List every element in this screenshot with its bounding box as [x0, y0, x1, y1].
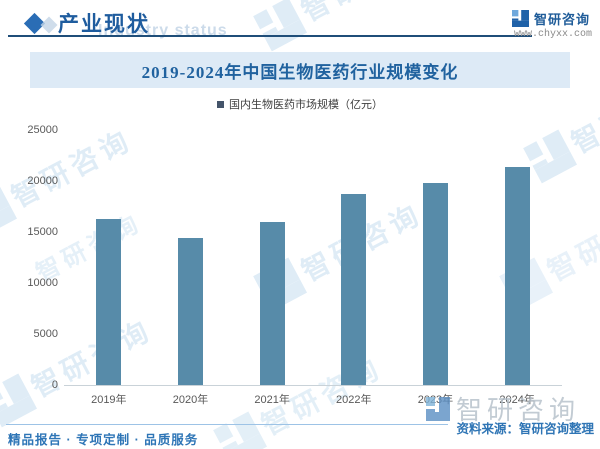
- brand-name: 智研咨询: [533, 12, 590, 27]
- brand-logo-icon: [511, 10, 529, 27]
- y-tick-label: 15000: [27, 226, 58, 238]
- bar-slot: [395, 130, 476, 385]
- bar-slot: [477, 130, 558, 385]
- footer-divider: [6, 424, 448, 425]
- y-tick-label: 20000: [27, 175, 58, 187]
- bar-2024年: [504, 166, 530, 385]
- y-tick-label: 0: [51, 379, 58, 391]
- watermark-text: 智研咨询: [294, 0, 429, 30]
- x-tick-label: 2021年: [254, 394, 290, 406]
- brand-logo-icon: [213, 411, 268, 449]
- x-tick-label: 2019年: [91, 394, 127, 406]
- bar-2023年: [422, 183, 448, 385]
- y-tick-label: 25000: [27, 124, 58, 136]
- header-divider: [8, 35, 532, 37]
- bar-2020年: [177, 238, 203, 385]
- bar-plot-area: [68, 130, 558, 385]
- chart-title: 2019-2024年中国生物医药行业规模变化: [141, 62, 459, 82]
- x-tick-label: 2024年: [499, 394, 535, 406]
- footer-services-text: 精品报告 · 专项定制 · 品质服务: [8, 433, 199, 447]
- y-tick-label: 10000: [27, 277, 58, 289]
- x-tick-label: 2022年: [336, 394, 372, 406]
- diamond-shadow-icon: [40, 16, 58, 34]
- bar-2019年: [96, 218, 122, 385]
- bar-slot: [68, 130, 149, 385]
- brand-website: www.chyxx.com: [513, 29, 592, 40]
- legend-label: 国内生物医药市场规模（亿元）: [229, 99, 383, 111]
- bar-slot: [232, 130, 313, 385]
- bar-slot: [150, 130, 231, 385]
- x-axis-labels: 2019年 2020年 2021年 2022年 2023年 2024年: [68, 391, 558, 407]
- chart-legend: 国内生物医药市场规模（亿元）: [0, 96, 600, 112]
- x-tick-label: 2020年: [172, 394, 209, 406]
- legend-marker-icon: [217, 100, 224, 108]
- y-tick-label: 5000: [33, 328, 58, 340]
- chart-title-band: 2019-2024年中国生物医药行业规模变化: [30, 52, 570, 88]
- brand-logo-icon: [253, 0, 308, 52]
- x-tick-label: 2023年: [417, 394, 454, 406]
- data-source-text: 资料来源：智研咨询整理: [456, 422, 594, 436]
- x-axis-line: [64, 385, 562, 386]
- brand-lockup: 智研咨询: [511, 9, 590, 28]
- header-english-watermark: Industry status: [98, 22, 228, 39]
- bar-2022年: [341, 194, 367, 385]
- brand-watermark: 智研咨询: [253, 0, 429, 52]
- bar-slot: [313, 130, 394, 385]
- section-title: 产业现状: [58, 13, 150, 36]
- bar-2021年: [259, 221, 285, 385]
